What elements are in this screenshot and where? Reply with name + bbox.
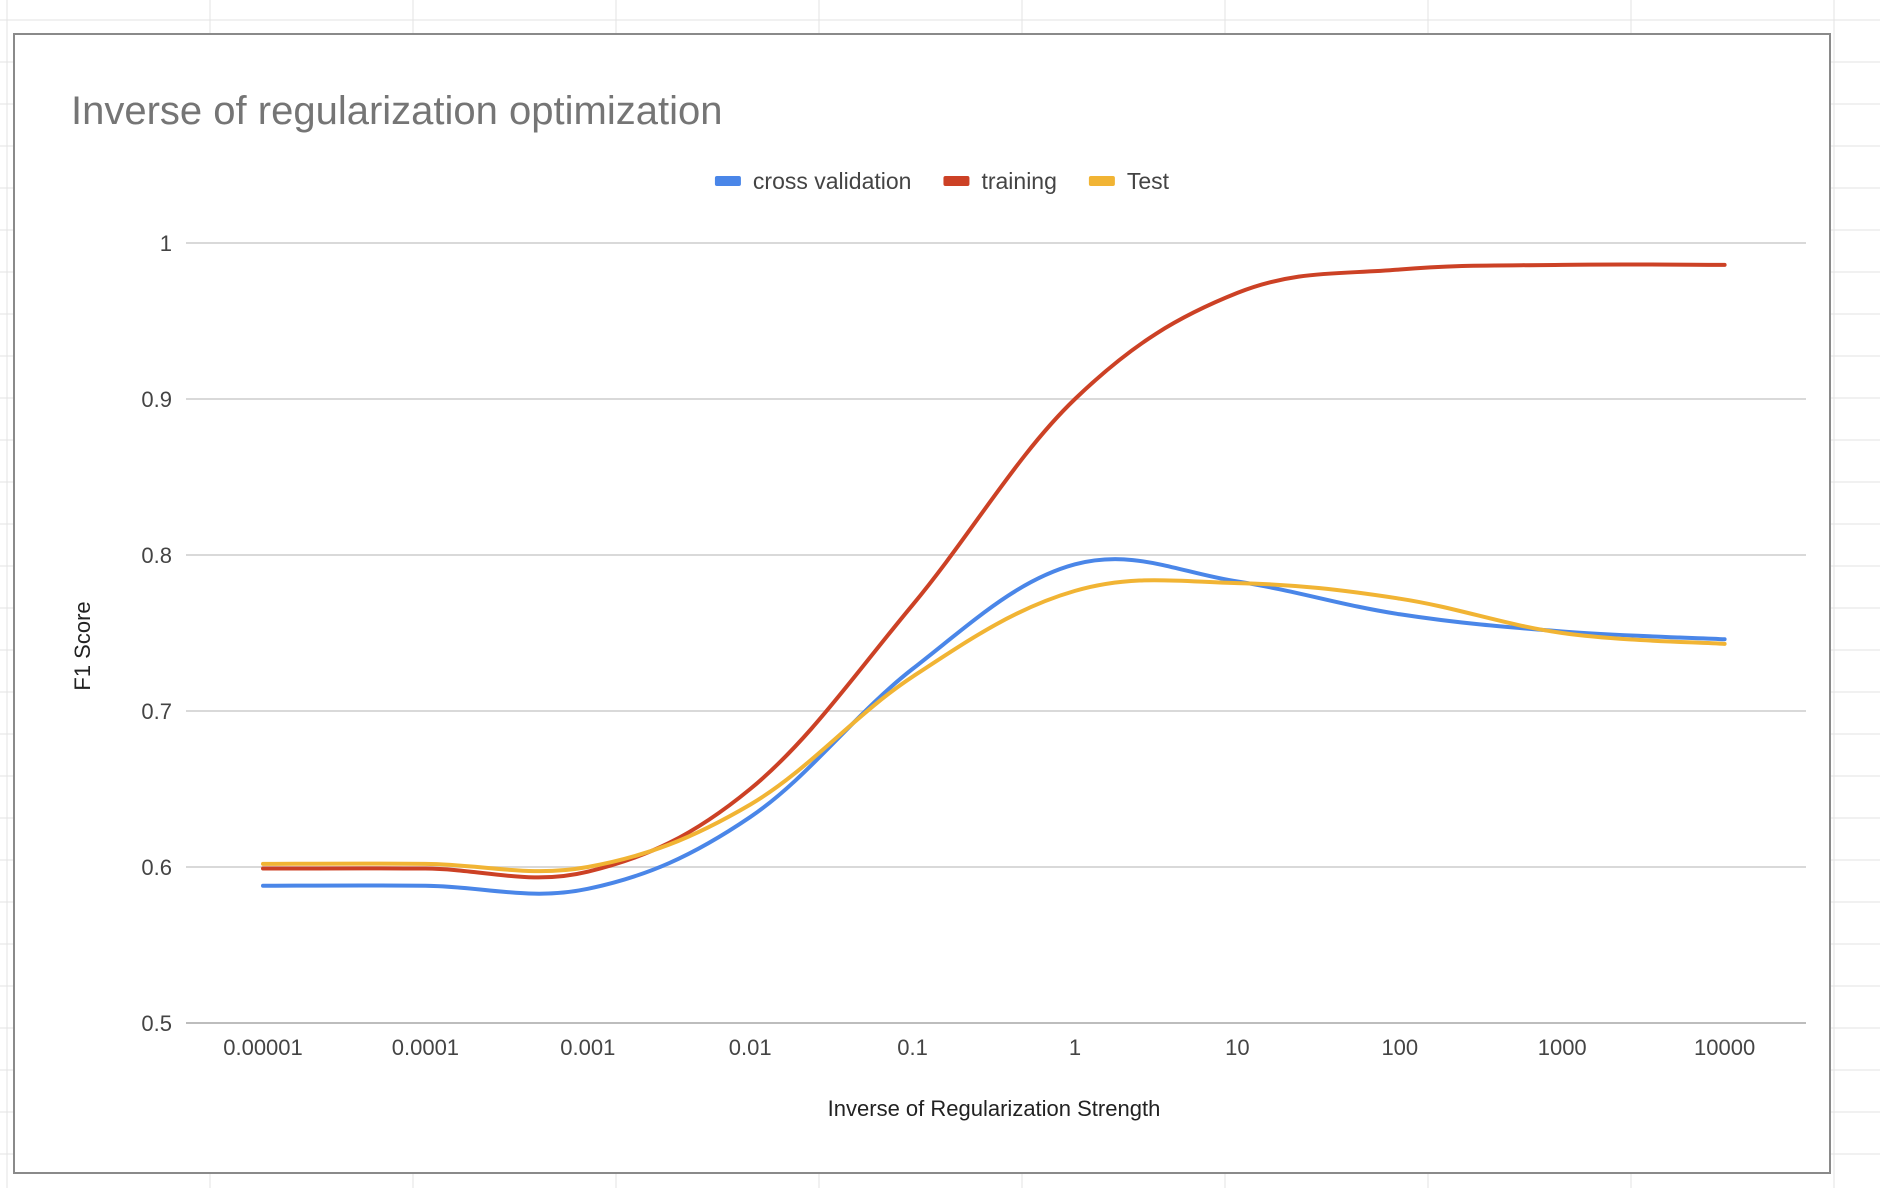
y-tick-label: 0.5 <box>141 1011 172 1036</box>
x-tick-label: 1 <box>1069 1035 1081 1060</box>
legend[interactable]: cross validation training Test <box>714 168 1170 194</box>
y-tick-label: 0.8 <box>141 543 172 568</box>
series-line-cross-validation[interactable] <box>261 557 1727 896</box>
legend-label: Test <box>1127 168 1170 194</box>
legend-item-training[interactable]: training <box>943 168 1057 194</box>
x-tick-label: 0.01 <box>729 1035 772 1060</box>
x-tick-label: 100 <box>1381 1035 1418 1060</box>
x-tick-label: 0.00001 <box>223 1035 303 1060</box>
y-tick-label: 0.7 <box>141 699 172 724</box>
chart-title: Inverse of regularization optimization <box>71 89 722 133</box>
legend-item-test[interactable]: Test <box>1088 168 1170 194</box>
y-axis-label: F1 Score <box>70 601 95 690</box>
x-tick-label: 0.0001 <box>392 1035 459 1060</box>
legend-label: cross validation <box>753 168 912 194</box>
x-tick-label: 1000 <box>1538 1035 1587 1060</box>
series-line-training[interactable] <box>261 262 1727 880</box>
y-axis-ticks: 0.5 0.6 0.7 0.8 0.9 1 <box>141 231 172 1036</box>
chart-container[interactable] <box>13 33 1831 1174</box>
x-tick-label: 0.1 <box>897 1035 928 1060</box>
series-line-test[interactable] <box>261 578 1727 874</box>
y-gridlines <box>186 242 1806 1024</box>
legend-swatch <box>1088 176 1115 186</box>
legend-label: training <box>981 168 1056 194</box>
legend-swatch <box>943 176 970 186</box>
y-tick-label: 0.9 <box>141 387 172 412</box>
x-tick-label: 10 <box>1225 1035 1249 1060</box>
legend-swatch <box>714 176 741 186</box>
legend-item-cross-validation[interactable]: cross validation <box>714 168 912 194</box>
x-axis-ticks: 0.00001 0.0001 0.001 0.01 0.1 1 10 100 1000 10000 <box>223 1035 1755 1060</box>
x-tick-label: 0.001 <box>560 1035 615 1060</box>
x-tick-label: 10000 <box>1694 1035 1755 1060</box>
y-tick-label: 0.6 <box>141 855 172 880</box>
series-lines <box>261 262 1727 896</box>
y-tick-label: 1 <box>160 231 172 256</box>
x-axis-label: Inverse of Regularization Strength <box>828 1096 1161 1121</box>
